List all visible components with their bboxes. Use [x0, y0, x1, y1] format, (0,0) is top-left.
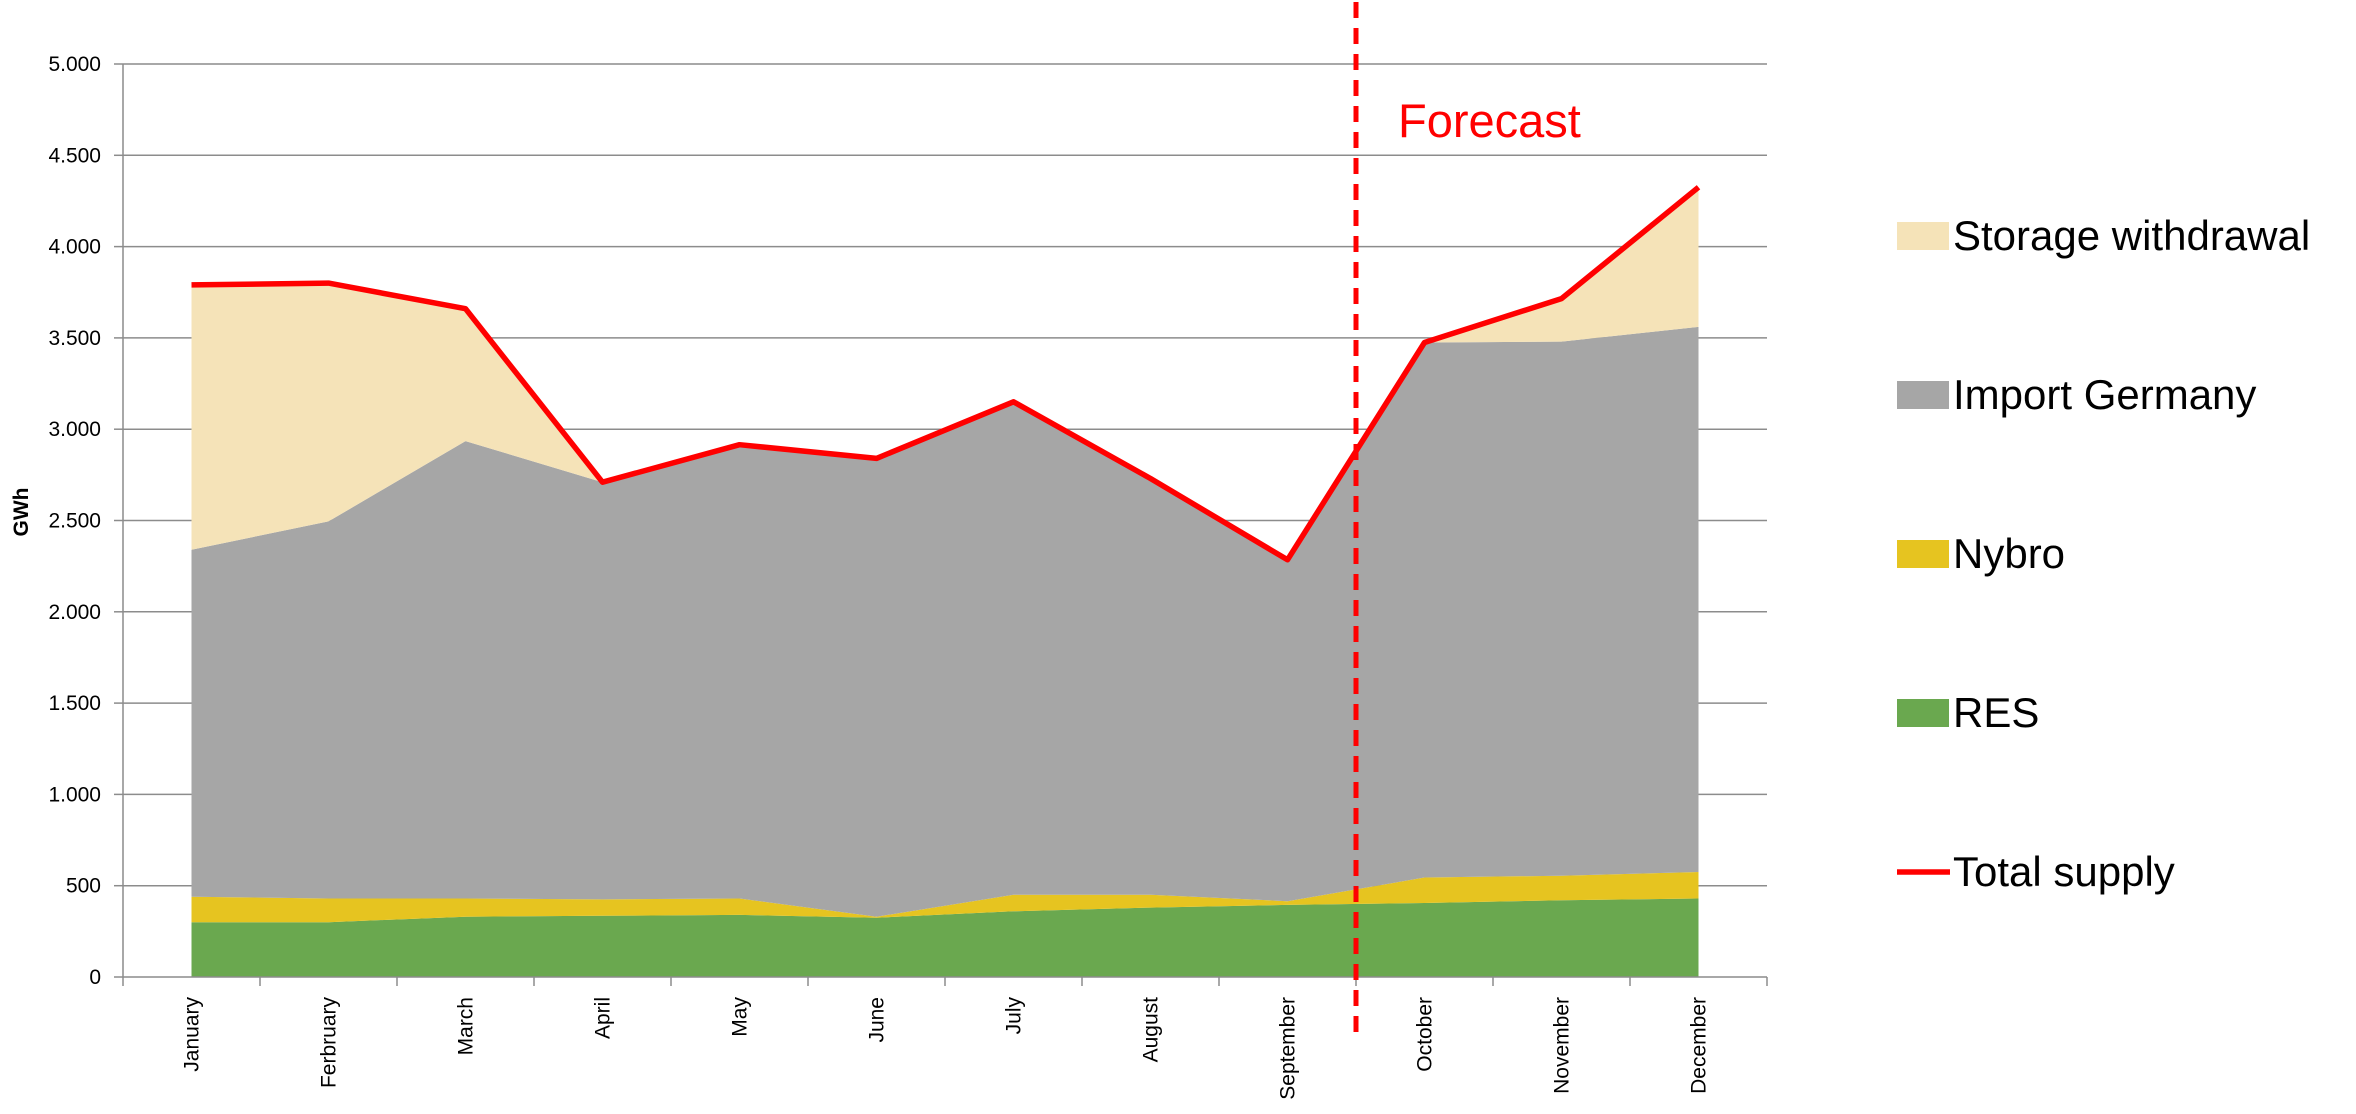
x-tick-label: Ferbruary — [318, 997, 341, 1089]
legend-label-res: RES — [1953, 689, 2039, 736]
x-tick-label: November — [1551, 997, 1574, 1094]
legend-swatch-nybro — [1897, 540, 1949, 568]
legend-label-total-supply: Total supply — [1953, 848, 2175, 895]
x-tick-labels: January Ferbruary March April May June July Aug… — [181, 997, 1711, 1100]
y-tick-label: 4.000 — [48, 236, 101, 259]
y-tick-label: 3.500 — [48, 327, 101, 350]
y-axis-label: GWh — [10, 488, 33, 537]
stacked-areas — [191, 187, 1699, 977]
y-tick-label: 5.000 — [48, 53, 101, 76]
y-tick-label: 0 — [89, 966, 101, 989]
area-nybro — [191, 872, 1699, 923]
x-tick-label: May — [729, 997, 752, 1037]
y-tick-label: 4.500 — [48, 144, 101, 167]
x-tick-label: March — [455, 997, 478, 1055]
y-tick-label: 1.500 — [48, 692, 101, 715]
legend-label-storage-withdrawal: Storage withdrawal — [1953, 212, 2310, 259]
legend-label-nybro: Nybro — [1953, 530, 2065, 577]
x-tick-label: October — [1414, 997, 1437, 1072]
x-tick-label: August — [1140, 997, 1163, 1063]
y-tick-labels: 0 500 1.000 1.500 2.000 2.500 3.000 3.500 4.000 4… — [48, 53, 101, 989]
area-storage-withdrawal — [191, 187, 1699, 560]
y-tick-label: 2.500 — [48, 510, 101, 533]
area-res — [191, 898, 1699, 977]
x-tick-label: June — [866, 997, 889, 1043]
legend-swatch-res — [1897, 699, 1949, 727]
legend-swatch-storage-withdrawal — [1897, 222, 1949, 250]
y-tick-label: 3.000 — [48, 418, 101, 441]
total-supply-line-group — [191, 185, 1701, 563]
legend-swatch-import-germany — [1897, 381, 1949, 409]
legend: Storage withdrawal Import Germany Nybro RES… — [1897, 212, 2310, 895]
axes — [114, 63, 1768, 986]
legend-label-import-germany: Import Germany — [1953, 371, 2256, 418]
x-tick-label: September — [1277, 997, 1300, 1100]
y-tick-label: 1.000 — [48, 783, 101, 806]
total-supply-line — [191, 185, 1701, 563]
x-tick-label: April — [592, 997, 615, 1039]
x-tick-label: July — [1003, 997, 1026, 1035]
area-import-germany — [191, 326, 1699, 917]
x-tick-label: December — [1688, 997, 1711, 1094]
y-tick-label: 2.000 — [48, 601, 101, 624]
forecast-annotation: Forecast — [1398, 94, 1581, 147]
x-tick-label: January — [181, 997, 204, 1072]
y-tick-label: 500 — [66, 875, 101, 898]
